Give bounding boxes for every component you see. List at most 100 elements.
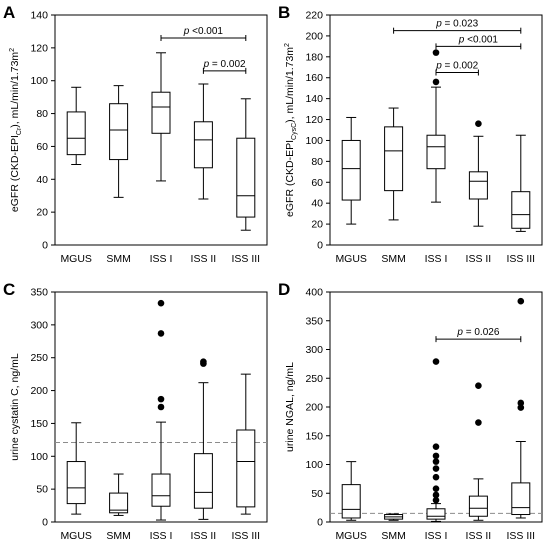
significance-bracket: p <0.001 — [160, 26, 247, 41]
y-tick-label: 50 — [36, 484, 48, 496]
p-value-label: p = 0.023 — [435, 19, 478, 30]
box-iss-iii — [511, 297, 531, 519]
box-smm — [109, 85, 129, 198]
box-iss-ii — [193, 358, 213, 520]
y-axis-label-part: urine cystatin C, ng/mL — [9, 353, 21, 461]
panel-a: A 0 20 40 60 80 100 120 140 MGUS SMM ISS I ISS II ISS… — [3, 3, 268, 265]
y-axis-label-part: ), mL/min/1.73m — [9, 52, 21, 128]
outlier-point — [517, 404, 525, 411]
outlier-point — [432, 458, 440, 465]
x-tick-label: ISS III — [507, 530, 536, 542]
y-tick-label: 160 — [305, 72, 323, 84]
x-tick-label: ISS II — [466, 253, 492, 265]
box-mgus — [341, 461, 361, 521]
iqr-box — [109, 103, 129, 161]
x-tick-label: SMM — [381, 530, 406, 542]
p-value-label: p = 0.002 — [435, 61, 478, 72]
outlier-point — [475, 120, 482, 128]
y-axis-label-part: urine NGAL, ng/mL — [284, 362, 296, 452]
y-tick-label: 100 — [30, 451, 48, 463]
x-tick-label: ISS II — [466, 530, 492, 542]
outlier-point — [432, 465, 440, 472]
box-smm — [384, 107, 404, 221]
iqr-box — [109, 492, 129, 514]
significance-bracket: p <0.001 — [435, 34, 522, 50]
y-axis-label-part: CysC — [291, 123, 298, 140]
x-tick-label: ISS I — [425, 253, 448, 265]
iqr-box — [341, 139, 361, 201]
iqr-box — [193, 453, 213, 509]
x-tick-label: ISS I — [425, 530, 448, 542]
box-iss-i — [151, 52, 171, 182]
p-value-text: <0.001 — [189, 26, 223, 37]
outlier-point — [432, 49, 440, 56]
y-tick-label: 350 — [30, 287, 48, 299]
p-value-text: = 0.023 — [442, 19, 479, 30]
y-axis-label: eGFR (CKD-EPICysC), mL/min/1.73m2 — [284, 43, 298, 217]
p-symbol: p — [435, 19, 442, 30]
significance-bracket: p = 0.002 — [435, 61, 479, 76]
y-tick-label: 350 — [305, 315, 323, 327]
y-axis-label-part: 2 — [9, 48, 16, 52]
outlier-point — [157, 403, 165, 411]
iqr-box — [468, 495, 488, 517]
y-axis-label: urine cystatin C, ng/mL — [9, 353, 21, 461]
x-tick-label: ISS III — [232, 253, 261, 265]
iqr-box — [426, 134, 446, 170]
iqr-box — [66, 461, 86, 505]
panel-label: A — [3, 3, 15, 22]
iqr-box — [426, 508, 446, 520]
y-tick-label: 140 — [305, 93, 323, 105]
panel-b: B 0 20 40 60 80 100 120 140 160 180 200 220 MGUS SMM IS… — [278, 3, 543, 265]
y-tick-label: 180 — [305, 51, 323, 63]
y-axis-label-part: ), mL/min/1.73m — [284, 47, 296, 123]
iqr-box — [151, 91, 171, 134]
p-symbol: p — [203, 59, 210, 70]
p-value-text: = 0.002 — [442, 61, 479, 72]
outlier-point — [200, 358, 207, 365]
y-tick-label: 0 — [317, 517, 323, 529]
box-mgus — [341, 116, 361, 225]
outlier-point — [157, 330, 165, 337]
y-tick-label: 0 — [42, 240, 48, 252]
iqr-box — [151, 473, 171, 507]
y-tick-label: 20 — [311, 219, 323, 231]
y-tick-label: 0 — [317, 240, 323, 252]
outlier-point — [432, 443, 440, 450]
plot-frame — [329, 14, 543, 246]
panel-label: B — [278, 3, 290, 22]
box-iss-ii — [193, 83, 213, 200]
x-tick-label: SMM — [381, 253, 406, 265]
x-tick-label: ISS I — [150, 530, 173, 542]
iqr-box — [236, 137, 256, 218]
y-tick-label: 120 — [305, 114, 323, 126]
x-tick-label: SMM — [106, 253, 131, 265]
y-axis-label: urine NGAL, ng/mL — [284, 362, 296, 452]
y-tick-label: 120 — [30, 42, 48, 54]
box-mgus — [66, 86, 86, 165]
y-tick-label: 100 — [305, 459, 323, 471]
x-tick-label: ISS II — [191, 530, 217, 542]
y-tick-label: 50 — [311, 488, 323, 500]
p-symbol: p — [456, 327, 463, 338]
box-iss-i — [426, 358, 446, 522]
y-tick-label: 100 — [305, 135, 323, 147]
outlier-point — [475, 419, 482, 426]
y-tick-label: 250 — [30, 352, 48, 364]
box-iss-ii — [468, 382, 488, 521]
box-iss-i — [426, 49, 446, 203]
y-tick-label: 0 — [42, 517, 48, 529]
y-tick-label: 80 — [311, 156, 323, 168]
y-axis-label-part: Cr — [16, 127, 23, 135]
x-tick-label: ISS I — [150, 253, 173, 265]
box-iss-iii — [236, 98, 256, 231]
plot-frame — [54, 291, 268, 523]
y-tick-label: 20 — [36, 207, 48, 219]
x-tick-label: MGUS — [335, 530, 367, 542]
box-iss-ii — [468, 120, 488, 227]
box-mgus — [66, 422, 86, 515]
plot-frame — [54, 14, 268, 246]
outlier-point — [432, 473, 440, 481]
p-value-label: p = 0.026 — [456, 327, 499, 338]
